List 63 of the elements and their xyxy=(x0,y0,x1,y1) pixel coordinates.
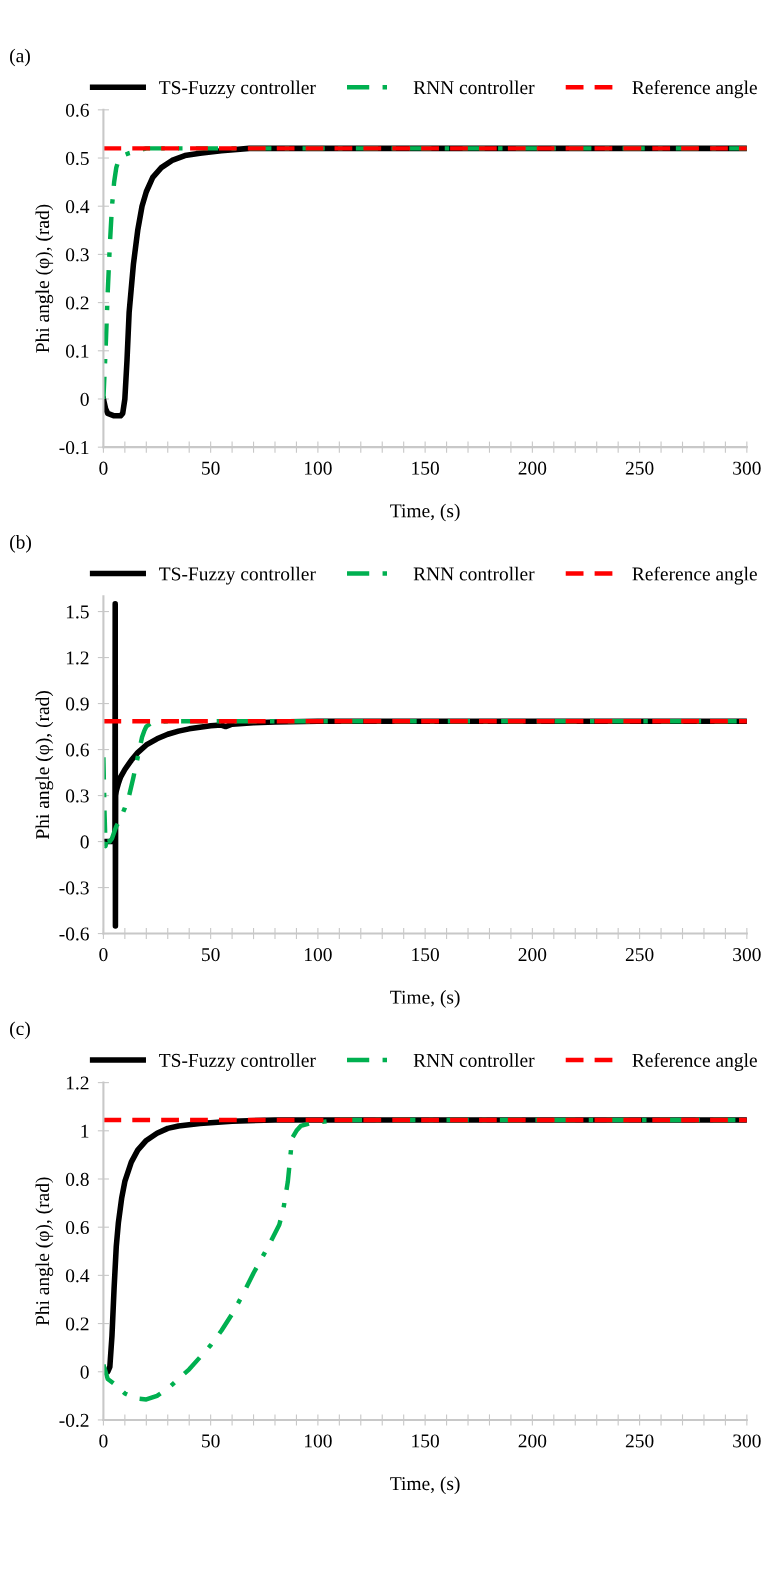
x-tick-label: 300 xyxy=(733,948,761,962)
y-tick-label: 0.3 xyxy=(65,248,89,262)
x-tick-label: 0 xyxy=(99,461,108,475)
legend-label: Reference angle xyxy=(632,80,757,99)
y-tick-label: -0.6 xyxy=(59,927,89,941)
y-axis-title: Phi angle (φ), (rad) xyxy=(35,1177,54,1326)
x-tick-label: 300 xyxy=(733,1434,761,1448)
y-tick-label: 0.9 xyxy=(65,697,89,711)
x-tick-label: 300 xyxy=(733,461,761,475)
y-tick-label: 1.2 xyxy=(66,651,89,665)
chart-title: (c) xyxy=(10,1021,30,1040)
x-tick-label: 250 xyxy=(625,948,654,962)
x-tick-label: 250 xyxy=(625,461,654,475)
y-tick-label: 1.5 xyxy=(66,605,89,619)
x-tick-label: 50 xyxy=(202,461,220,475)
x-tick-label: 150 xyxy=(412,948,439,962)
y-tick-label: 1.2 xyxy=(66,1076,89,1090)
x-tick-label: 50 xyxy=(202,948,220,962)
x-axis-title: Time, (s) xyxy=(390,990,460,1008)
y-axis-title: Phi angle (φ), (rad) xyxy=(35,691,54,840)
x-tick-label: 200 xyxy=(518,461,547,475)
y-tick-label: 0.6 xyxy=(65,743,89,757)
y-tick-label: -0.1 xyxy=(59,440,89,455)
x-tick-label: 250 xyxy=(625,1434,654,1448)
y-tick-label: 0.2 xyxy=(65,296,89,310)
x-tick-label: 0 xyxy=(99,1434,108,1448)
y-tick-label: 0 xyxy=(80,392,89,406)
chart-title: (b) xyxy=(10,535,32,553)
y-axis-title: Phi angle (φ), (rad) xyxy=(35,204,54,353)
x-tick-label: 100 xyxy=(305,948,332,962)
legend-label: RNN controller xyxy=(413,80,535,95)
y-tick-label: 0.8 xyxy=(65,1172,89,1187)
x-tick-label: 150 xyxy=(412,1434,439,1448)
y-tick-label: -0.2 xyxy=(59,1413,89,1427)
x-tick-label: 200 xyxy=(518,948,547,962)
y-tick-label: 0.2 xyxy=(65,1317,89,1331)
x-tick-label: 50 xyxy=(202,1434,220,1448)
x-tick-label: 100 xyxy=(305,461,332,475)
y-tick-label: 0.6 xyxy=(65,1221,89,1235)
x-tick-label: 100 xyxy=(305,1434,332,1448)
x-tick-label: 150 xyxy=(412,461,439,475)
legend-label: Reference angle xyxy=(632,566,757,585)
y-tick-label: 0.5 xyxy=(65,151,89,166)
legend-label: RNN controller xyxy=(413,1053,535,1067)
y-tick-label: 0.1 xyxy=(65,344,89,358)
y-tick-label: 0 xyxy=(80,835,89,849)
y-tick-label: 0 xyxy=(80,1365,89,1379)
legend-label: TS-Fuzzy controller xyxy=(159,80,316,99)
y-tick-label: -0.3 xyxy=(59,881,89,895)
legend-label: TS-Fuzzy controller xyxy=(159,1053,316,1071)
legend-label: RNN controller xyxy=(413,566,535,581)
y-tick-label: 0.4 xyxy=(65,1269,90,1283)
chart-title: (a) xyxy=(10,48,30,67)
legend-label: TS-Fuzzy controller xyxy=(159,566,316,585)
x-tick-label: 0 xyxy=(99,948,108,962)
x-axis-title: Time, (s) xyxy=(390,1476,460,1495)
x-tick-label: 200 xyxy=(518,1434,547,1448)
legend-label: Reference angle xyxy=(632,1053,757,1071)
y-tick-label: 0.6 xyxy=(65,103,89,117)
y-tick-label: 0.4 xyxy=(65,200,90,214)
y-tick-label: 0.3 xyxy=(65,789,89,803)
y-tick-label: 1 xyxy=(81,1124,89,1138)
x-axis-title: Time, (s) xyxy=(390,503,460,522)
